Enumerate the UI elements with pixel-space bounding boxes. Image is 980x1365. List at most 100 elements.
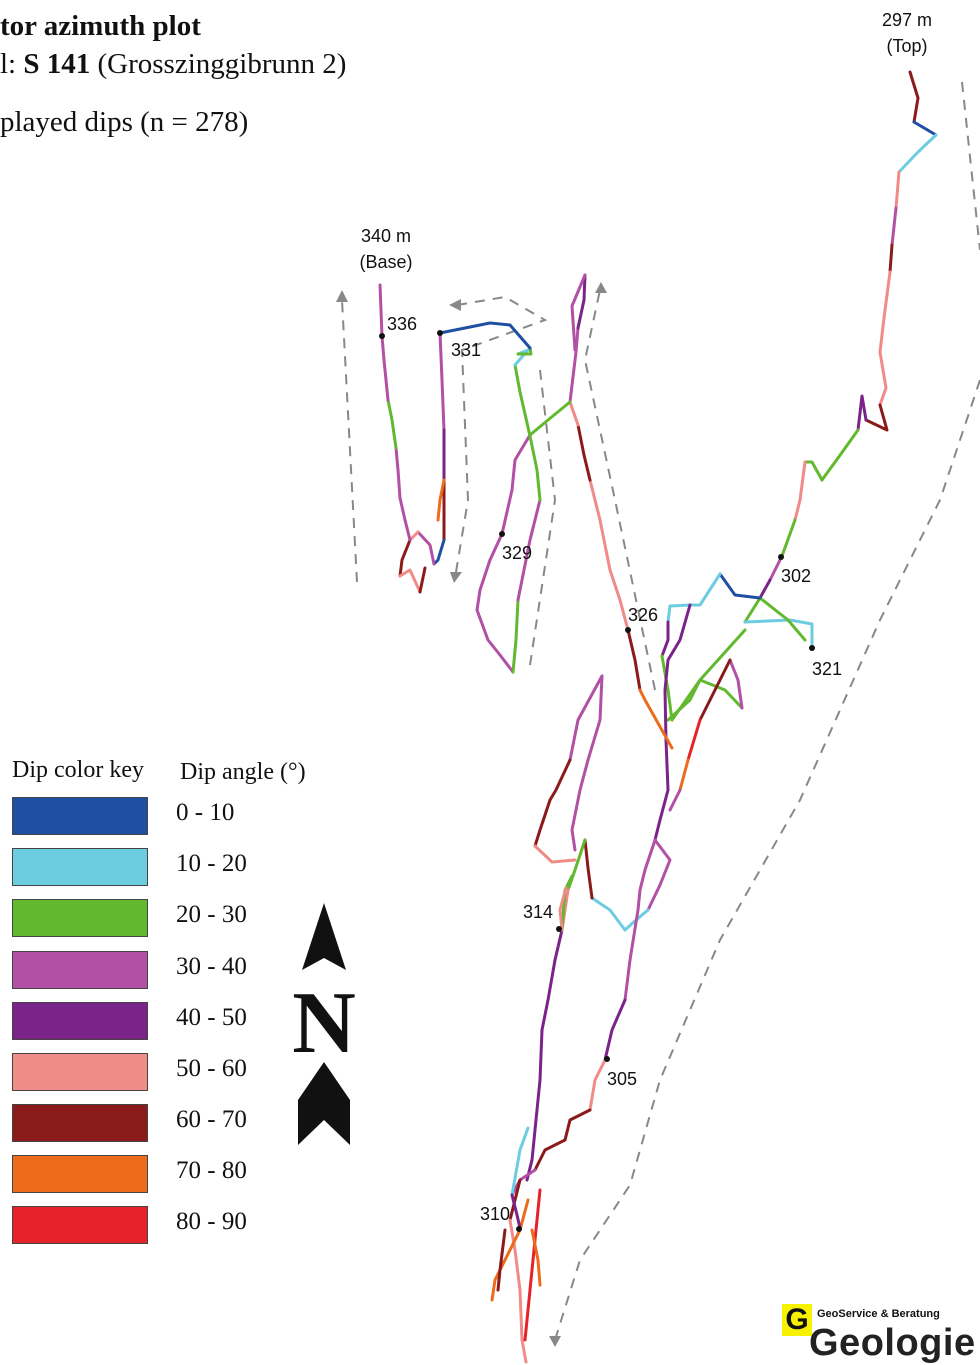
depth-marker-dot xyxy=(437,330,443,336)
dip-track-segment xyxy=(698,658,732,722)
depth-marker-dot xyxy=(778,554,784,560)
dip-track-segment xyxy=(533,844,577,864)
dip-track-segment xyxy=(380,334,390,402)
dip-track-segment xyxy=(590,896,627,932)
dip-track-segment xyxy=(588,478,612,572)
dip-track-segment xyxy=(588,1058,607,1112)
dip-track-segment xyxy=(516,498,542,602)
dip-track-segment xyxy=(510,433,532,492)
dips-count: played dips (n = 278) xyxy=(0,106,249,138)
dip-track-segment xyxy=(528,400,572,437)
dip-track-segment xyxy=(670,678,744,722)
dip-track-segment xyxy=(897,133,938,174)
legend-item: 30 - 40 xyxy=(12,951,352,991)
dip-track-segment xyxy=(636,838,657,912)
dip-track-segment xyxy=(820,428,860,482)
dip-track-segment xyxy=(566,838,587,892)
dip-track-segment xyxy=(660,654,674,722)
legend-key-heading: Dip color key xyxy=(12,757,144,783)
legend-swatch xyxy=(12,848,148,886)
guide-line-right xyxy=(961,81,980,251)
dip-track-segment xyxy=(728,658,744,710)
legend-range: 0 - 10 xyxy=(176,799,235,826)
dip-track-segment xyxy=(508,1218,522,1292)
depth-label: 331 xyxy=(451,340,481,360)
dip-track-segment xyxy=(793,460,807,522)
north-arrow-icon: N xyxy=(292,903,356,1145)
legend-swatch xyxy=(12,1155,148,1193)
legend-item: 20 - 30 xyxy=(12,899,352,939)
dip-track-segment xyxy=(576,423,592,482)
legend-angle-heading: Dip angle (°) xyxy=(180,759,306,785)
legend-range: 70 - 80 xyxy=(176,1157,247,1184)
base-label: (Base) xyxy=(359,252,412,272)
legend-swatch xyxy=(12,951,148,989)
dip-track-segment xyxy=(663,603,692,692)
dip-track-segment xyxy=(398,496,412,542)
legend-swatch xyxy=(12,1104,148,1142)
guide-arrowhead xyxy=(450,572,462,583)
dip-track-segment xyxy=(803,460,824,482)
dip-track-segment xyxy=(878,270,892,407)
dip-track-segment xyxy=(864,403,889,432)
guide-line-mid xyxy=(583,289,656,691)
base-depth-label: 340 m xyxy=(361,226,411,246)
dip-track-segment xyxy=(558,886,568,932)
dip-track-segment xyxy=(533,1138,567,1172)
dip-track-segment xyxy=(523,1188,542,1342)
legend-item: 70 - 80 xyxy=(12,1155,352,1195)
top-depth-label: 297 m xyxy=(882,10,932,30)
guide-arrowhead xyxy=(336,290,348,302)
geologie-logo: G GeoService & Beratung Geologie xyxy=(782,1300,980,1365)
direction-guides xyxy=(336,81,980,1347)
well-id: S 141 xyxy=(23,48,91,80)
dip-track-segment xyxy=(436,478,446,522)
dip-track-segment xyxy=(416,530,436,566)
depth-marker-dot xyxy=(379,333,385,339)
logo-tagline: GeoService & Beratung xyxy=(817,1308,940,1320)
dip-track-segment xyxy=(568,326,580,404)
depth-label: 310 xyxy=(480,1204,510,1224)
dip-track-segment xyxy=(608,568,630,632)
dip-track-segment xyxy=(780,518,797,558)
dip-track-segment xyxy=(668,788,682,812)
dip-track-segment xyxy=(408,530,420,542)
dip-track-segment xyxy=(496,1228,507,1292)
depth-marker-dot xyxy=(556,926,562,932)
depth-label: 314 xyxy=(523,902,553,922)
legend-range: 80 - 90 xyxy=(176,1208,247,1235)
depth-marker-dot xyxy=(499,531,505,537)
guide-line-left-3 xyxy=(529,369,557,666)
legend-range: 40 - 50 xyxy=(176,1004,247,1031)
depth-marker-dot xyxy=(809,645,815,651)
dip-track-segment xyxy=(394,446,402,500)
dip-track-segment xyxy=(908,70,920,124)
dip-tracks xyxy=(378,70,938,1364)
north-letter: N xyxy=(292,975,356,1072)
dip-track-segment xyxy=(510,1193,522,1230)
dip-track-segment xyxy=(570,273,587,352)
dip-track-segment xyxy=(540,958,557,1032)
dip-track-segment xyxy=(688,572,722,607)
depth-label: 305 xyxy=(607,1069,637,1089)
legend-range: 20 - 30 xyxy=(176,901,247,928)
dip-track-segment xyxy=(576,273,587,330)
dip-track-segment xyxy=(758,596,807,642)
dip-track-segment xyxy=(583,838,594,900)
guide-arrowhead xyxy=(595,282,607,293)
dip-track-segment xyxy=(386,398,398,450)
guide-line-left-2 xyxy=(455,295,548,573)
legend-item: 60 - 70 xyxy=(12,1104,352,1144)
legend-item: 50 - 60 xyxy=(12,1053,352,1093)
well-line: l: S 141 (Grosszinggibrunn 2) xyxy=(0,48,346,81)
legend-swatch xyxy=(12,899,148,937)
top-label: (Top) xyxy=(886,36,927,56)
dip-track-segment xyxy=(518,1288,528,1364)
legend-range: 60 - 70 xyxy=(176,1106,247,1133)
legend-range: 50 - 60 xyxy=(176,1055,247,1082)
dip-track-segment xyxy=(475,558,492,612)
depth-labels: 302 305 310 314 321 326 329 331 336 297 … xyxy=(359,10,932,1224)
dip-track-segment xyxy=(568,674,604,762)
dip-track-segment xyxy=(533,798,552,848)
